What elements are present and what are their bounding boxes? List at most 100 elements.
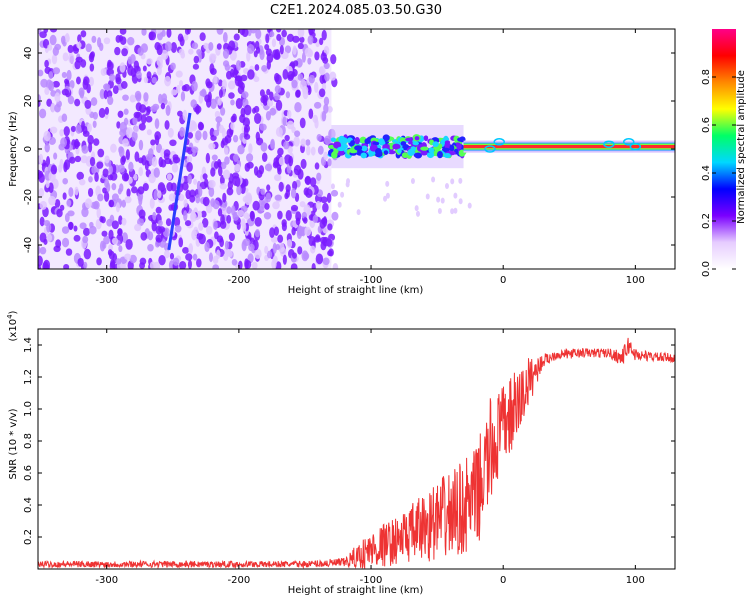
noise-blob — [89, 156, 96, 167]
noise-blob — [52, 80, 60, 88]
noise-blob — [198, 122, 205, 131]
transition-blob — [361, 145, 368, 152]
noise-blob — [282, 69, 289, 80]
transition-blob — [444, 140, 451, 145]
noise-blob — [46, 155, 51, 167]
noise-blob — [130, 68, 137, 78]
noise-blob — [44, 87, 50, 95]
noise-blob — [178, 80, 184, 87]
noise-blob — [189, 194, 196, 203]
noise-blob — [223, 253, 229, 261]
residual-blob — [458, 177, 463, 184]
colorbar-label: Normalized spectral amplitude — [736, 70, 747, 224]
noise-blob — [129, 95, 137, 103]
x-tick-label: -100 — [360, 575, 383, 586]
noise-blob — [165, 105, 171, 117]
noise-blob — [138, 139, 144, 151]
noise-blob — [68, 187, 74, 198]
carrier-wiggle — [484, 145, 496, 153]
snr-y-scale-exponent: 4 — [6, 314, 14, 319]
noise-blob — [67, 210, 75, 217]
noise-blob — [309, 177, 317, 187]
noise-blob — [46, 98, 53, 107]
noise-blob — [147, 243, 154, 252]
spectrogram-plot-area — [38, 29, 675, 269]
noise-blob — [310, 245, 316, 254]
noise-blob — [275, 74, 282, 85]
noise-blob — [174, 224, 182, 233]
noise-blob — [96, 207, 101, 219]
noise-blob — [61, 88, 70, 96]
noise-blob — [82, 130, 90, 137]
noise-blob — [116, 121, 121, 129]
noise-blob — [138, 195, 143, 206]
noise-blob — [92, 111, 98, 120]
noise-blob — [207, 91, 212, 103]
noise-blob — [230, 99, 235, 106]
residual-blob — [440, 197, 445, 204]
noise-blob — [253, 76, 260, 83]
noise-blob — [278, 181, 284, 192]
noise-blob — [215, 116, 223, 123]
residual-blob — [425, 193, 430, 200]
noise-blob — [161, 93, 168, 103]
noise-blob — [38, 153, 44, 165]
noise-blob — [81, 120, 86, 131]
noise-blob — [285, 189, 290, 198]
noise-blob — [307, 49, 314, 58]
noise-blob — [154, 41, 161, 51]
residual-blob — [383, 195, 388, 202]
noise-blob — [269, 91, 274, 101]
noise-blob — [284, 45, 292, 54]
noise-blob — [38, 173, 45, 184]
noise-blob — [151, 156, 158, 168]
noise-blob — [181, 85, 187, 92]
noise-blob — [205, 78, 211, 87]
noise-blob — [39, 108, 47, 119]
transition-blob — [330, 137, 337, 142]
transition-blob — [397, 148, 402, 154]
noise-blob — [274, 85, 282, 94]
noise-blob — [210, 134, 217, 141]
y-tick-label: 0.4 — [23, 497, 34, 513]
noise-blob — [199, 181, 208, 190]
noise-blob — [170, 182, 177, 192]
noise-blob — [166, 29, 172, 38]
noise-blob — [265, 110, 271, 121]
noise-blob — [208, 179, 216, 189]
noise-blob — [115, 77, 122, 85]
noise-blob — [160, 102, 166, 110]
x-tick-label: -300 — [95, 275, 118, 286]
noise-blob — [291, 252, 297, 259]
noise-blob — [118, 245, 123, 253]
noise-blob — [54, 92, 61, 103]
noise-blob — [134, 223, 142, 232]
noise-blob — [317, 145, 324, 155]
noise-blob — [118, 34, 124, 42]
noise-blob — [316, 172, 322, 181]
noise-blob — [254, 248, 262, 260]
noise-blob — [156, 65, 162, 76]
transition-blob — [423, 135, 429, 142]
noise-blob — [74, 60, 81, 70]
noise-blob — [82, 235, 89, 244]
noise-blob — [100, 68, 107, 76]
noise-blob — [148, 31, 157, 41]
noise-blob — [272, 255, 278, 264]
noise-blob — [53, 152, 58, 160]
noise-blob — [55, 239, 62, 249]
x-tick-label: -100 — [360, 275, 383, 286]
noise-blob — [200, 210, 207, 218]
noise-blob — [321, 29, 327, 41]
noise-blob — [54, 43, 62, 51]
noise-blob — [134, 151, 140, 162]
spectrogram-y-ticks: -40 -20 0 20 40 — [23, 47, 675, 253]
noise-blob — [111, 237, 119, 245]
noise-blob — [270, 236, 278, 243]
noise-blob — [65, 248, 73, 256]
residual-blob — [345, 181, 350, 188]
noise-blob — [70, 125, 76, 133]
noise-blob — [191, 229, 197, 241]
noise-blob — [322, 257, 330, 266]
noise-blob — [93, 138, 100, 146]
